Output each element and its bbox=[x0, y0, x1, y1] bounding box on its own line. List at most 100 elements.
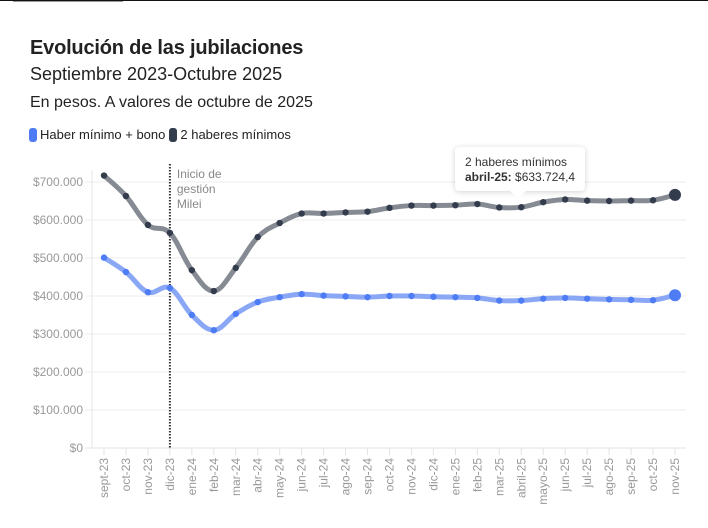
tooltip-value: $633.724,4 bbox=[515, 170, 576, 184]
data-point bbox=[276, 293, 283, 301]
x-tick-label: may-24 bbox=[273, 458, 287, 498]
data-point bbox=[540, 295, 547, 302]
annotation-text: Milei bbox=[177, 197, 202, 211]
x-tick-label: abril-25 bbox=[514, 458, 528, 498]
x-tick-label: mayo-25 bbox=[536, 458, 550, 505]
legend: Haber mínimo + bono 2 haberes mínimos bbox=[29, 127, 295, 142]
x-tick-label: jun-24 bbox=[295, 458, 309, 493]
y-tick-label: $600.000 bbox=[33, 213, 83, 227]
top-border-accent bbox=[13, 1, 123, 2]
data-point bbox=[605, 296, 613, 303]
data-point bbox=[669, 188, 681, 201]
data-point bbox=[583, 295, 591, 302]
y-tick-label: $500.000 bbox=[33, 251, 83, 265]
data-point bbox=[496, 297, 503, 304]
tooltip: 2 haberes mínimos abril-25: $633.724,4 bbox=[455, 147, 586, 198]
data-point bbox=[496, 204, 503, 211]
data-point bbox=[649, 296, 657, 304]
x-tick-label: ene-25 bbox=[448, 458, 462, 496]
x-tick-label: sept-23 bbox=[97, 458, 111, 498]
data-point bbox=[254, 298, 261, 306]
annotation-text: gestión bbox=[177, 182, 216, 196]
x-tick-label: ene-24 bbox=[185, 458, 199, 496]
y-tick-label: $400.000 bbox=[33, 289, 83, 303]
x-tick-label: mar-24 bbox=[229, 458, 243, 496]
data-point bbox=[166, 284, 174, 292]
data-point bbox=[386, 204, 393, 212]
data-point bbox=[210, 327, 218, 334]
series-points bbox=[100, 172, 681, 334]
data-point bbox=[452, 201, 459, 209]
data-point bbox=[232, 310, 239, 318]
data-point bbox=[408, 292, 415, 300]
x-tick-label: oct-25 bbox=[646, 458, 660, 492]
x-tick-label: dic-24 bbox=[426, 458, 440, 491]
chart-title: Evolución de las jubilaciones bbox=[30, 37, 304, 59]
legend-item-2-haberes-minimos[interactable]: 2 haberes mínimos bbox=[169, 127, 291, 142]
data-point bbox=[669, 289, 681, 302]
top-border bbox=[0, 0, 708, 1]
data-point bbox=[561, 294, 569, 302]
data-point bbox=[474, 200, 481, 208]
y-tick-label: $700.000 bbox=[33, 175, 83, 189]
x-tick-label: oct-24 bbox=[383, 458, 397, 492]
y-tick-label: $300.000 bbox=[33, 327, 83, 341]
x-tick-label: nov-24 bbox=[404, 458, 418, 495]
data-point bbox=[210, 287, 218, 295]
data-point bbox=[320, 292, 327, 299]
x-tick-label: ago-25 bbox=[602, 458, 616, 496]
x-tick-label: dic-23 bbox=[163, 458, 177, 491]
data-point bbox=[188, 311, 196, 319]
data-point bbox=[474, 294, 481, 302]
data-point bbox=[100, 172, 108, 179]
tooltip-label: abril-25: bbox=[465, 170, 512, 184]
x-axis-ticks: sept-23 oct-23 nov-23 dic-23 ene-24 feb-24 mar… bbox=[97, 448, 682, 505]
data-point bbox=[518, 297, 525, 304]
data-point bbox=[408, 202, 415, 209]
chart-subtitle: Septiembre 2023-Octubre 2025 bbox=[30, 64, 283, 84]
y-tick-label: $200.000 bbox=[33, 365, 83, 379]
data-point bbox=[298, 210, 305, 217]
legend-item-haber-minimo-bono[interactable]: Haber mínimo + bono bbox=[29, 127, 165, 142]
data-point bbox=[342, 209, 349, 216]
y-axis-ticks: $0 $100.000 $200.000 $300.000 $400.000 $500.0… bbox=[33, 175, 83, 455]
tooltip-series: 2 haberes mínimos bbox=[465, 155, 568, 169]
data-point bbox=[561, 196, 569, 203]
data-point bbox=[320, 210, 327, 217]
x-tick-label: sep-24 bbox=[361, 458, 375, 495]
data-point bbox=[166, 229, 174, 237]
data-point bbox=[518, 203, 525, 211]
x-tick-label: feb-25 bbox=[470, 458, 484, 492]
legend-swatch-dark bbox=[169, 127, 178, 142]
data-point bbox=[627, 197, 635, 204]
x-tick-label: nov-23 bbox=[141, 458, 155, 495]
x-tick-label: ago-24 bbox=[339, 458, 353, 496]
x-tick-label: oct-23 bbox=[119, 458, 133, 492]
data-point bbox=[144, 289, 152, 296]
data-point bbox=[364, 293, 371, 301]
data-point bbox=[605, 197, 613, 205]
data-point bbox=[144, 221, 152, 229]
y-tick-label: $100.000 bbox=[33, 403, 83, 417]
data-point bbox=[430, 293, 437, 300]
annotation-text: Inicio de bbox=[177, 167, 222, 181]
data-point bbox=[386, 292, 393, 300]
x-tick-label: nov-25 bbox=[668, 458, 682, 495]
data-point bbox=[100, 254, 108, 261]
data-point bbox=[583, 197, 591, 204]
data-point bbox=[540, 198, 547, 206]
x-tick-label: feb-24 bbox=[207, 458, 221, 492]
data-point bbox=[122, 192, 130, 200]
x-tick-label: jul-24 bbox=[317, 458, 331, 489]
data-point bbox=[627, 296, 635, 303]
data-point bbox=[364, 208, 371, 215]
x-tick-label: mar-25 bbox=[492, 458, 506, 496]
gridlines bbox=[85, 170, 686, 449]
x-tick-label: jul-25 bbox=[580, 458, 594, 489]
data-point bbox=[232, 264, 239, 272]
chart-description: En pesos. A valores de octubre de 2025 bbox=[30, 94, 313, 111]
data-point bbox=[188, 266, 196, 274]
x-tick-label: jun-25 bbox=[558, 458, 572, 493]
